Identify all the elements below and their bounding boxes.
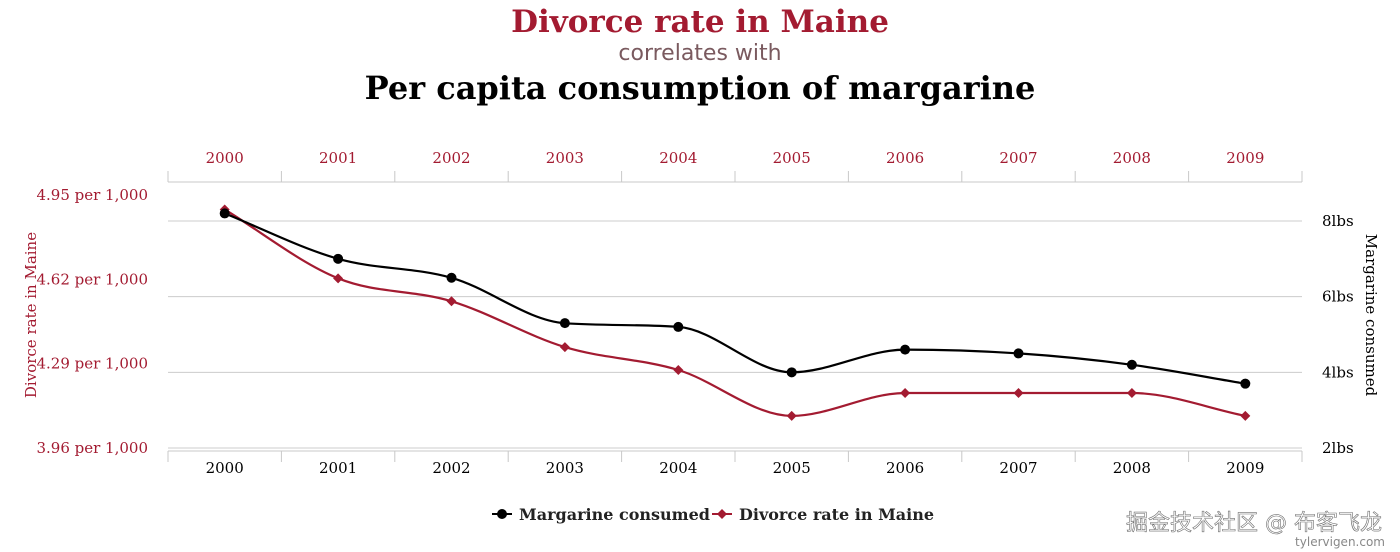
right-y-tick-label: 8lbs — [1322, 212, 1354, 230]
top-x-tick-label: 2000 — [206, 149, 244, 167]
data-point-margarine-consumed — [333, 253, 344, 264]
top-x-tick-label: 2007 — [999, 149, 1037, 167]
left-axis-title: Divorce rate in Maine — [22, 232, 40, 398]
top-x-tick-label: 2008 — [1113, 149, 1151, 167]
data-point-divorce-rate-in-maine — [559, 342, 570, 353]
right-y-tick-label: 6lbs — [1322, 288, 1354, 306]
bottom-x-tick-label: 2001 — [319, 459, 357, 477]
bottom-x-tick-label: 2003 — [546, 459, 584, 477]
left-y-tick-label: 4.29 per 1,000 — [36, 355, 148, 373]
data-point-margarine-consumed — [219, 208, 230, 219]
data-point-margarine-consumed — [900, 344, 911, 355]
data-point-divorce-rate-in-maine — [673, 365, 684, 376]
data-point-divorce-rate-in-maine — [446, 296, 457, 307]
chart-title: Divorce rate in Maine — [511, 4, 889, 40]
credit-text: tylervigen.com — [1295, 535, 1385, 549]
top-x-tick-label: 2009 — [1226, 149, 1264, 167]
bottom-x-tick-label: 2006 — [886, 459, 924, 477]
legend-label-divorce-rate-in-maine: Divorce rate in Maine — [739, 505, 934, 524]
legend-label-margarine-consumed: Margarine consumed — [519, 505, 710, 524]
left-y-tick-label: 4.62 per 1,000 — [36, 270, 148, 288]
bottom-x-tick-label: 2000 — [206, 459, 244, 477]
data-point-divorce-rate-in-maine — [1013, 387, 1024, 398]
bottom-x-tick-label: 2007 — [999, 459, 1037, 477]
series-line-divorce-rate-in-maine — [224, 208, 1246, 418]
axes: 2000 2000 2001 2001 2002 2002 2003 2003 2004 2004… — [22, 149, 1380, 477]
data-point-divorce-rate-in-maine — [1126, 387, 1137, 398]
top-x-tick-label: 2002 — [432, 149, 470, 167]
bottom-x-tick-label: 2005 — [773, 459, 811, 477]
data-point-margarine-consumed — [1240, 378, 1251, 389]
data-point-divorce-rate-in-maine — [786, 410, 797, 421]
left-y-tick-label: 3.96 per 1,000 — [36, 439, 148, 457]
watermark-text: 掘金技术社区 @ 布客飞龙 — [1126, 511, 1382, 536]
series-line-margarine-consumed — [224, 212, 1246, 385]
right-y-tick-label: 2lbs — [1322, 439, 1354, 457]
top-x-tick-label: 2005 — [773, 149, 811, 167]
bottom-x-tick-label: 2002 — [432, 459, 470, 477]
grid-lines — [168, 220, 1302, 449]
data-point-divorce-rate-in-maine — [1240, 410, 1251, 421]
bottom-x-tick-label: 2008 — [1113, 459, 1151, 477]
right-axis-title: Margarine consumed — [1362, 234, 1380, 397]
top-x-tick-label: 2004 — [659, 149, 697, 167]
legend: Margarine consumed Divorce rate in Maine — [492, 505, 934, 524]
top-x-tick-label: 2001 — [319, 149, 357, 167]
data-point-divorce-rate-in-maine — [900, 387, 911, 398]
chart-title-secondary: Per capita consumption of margarine — [365, 69, 1036, 107]
bottom-x-tick-label: 2009 — [1226, 459, 1264, 477]
left-y-tick-label: 4.95 per 1,000 — [36, 186, 148, 204]
data-point-margarine-consumed — [1126, 359, 1137, 370]
top-x-tick-label: 2006 — [886, 149, 924, 167]
data-point-margarine-consumed — [673, 321, 684, 332]
right-y-tick-label: 4lbs — [1322, 363, 1354, 381]
data-point-divorce-rate-in-maine — [333, 273, 344, 284]
chart-subtitle: correlates with — [618, 41, 781, 66]
top-x-tick-label: 2003 — [546, 149, 584, 167]
data-point-margarine-consumed — [559, 318, 570, 329]
series-lines — [219, 204, 1251, 421]
bottom-x-tick-label: 2004 — [659, 459, 697, 477]
legend-marker-divorce-rate-in-maine — [717, 509, 727, 519]
data-point-margarine-consumed — [1013, 348, 1024, 359]
legend-marker-margarine-consumed — [497, 509, 507, 519]
data-point-margarine-consumed — [786, 367, 797, 378]
data-point-margarine-consumed — [446, 272, 457, 283]
